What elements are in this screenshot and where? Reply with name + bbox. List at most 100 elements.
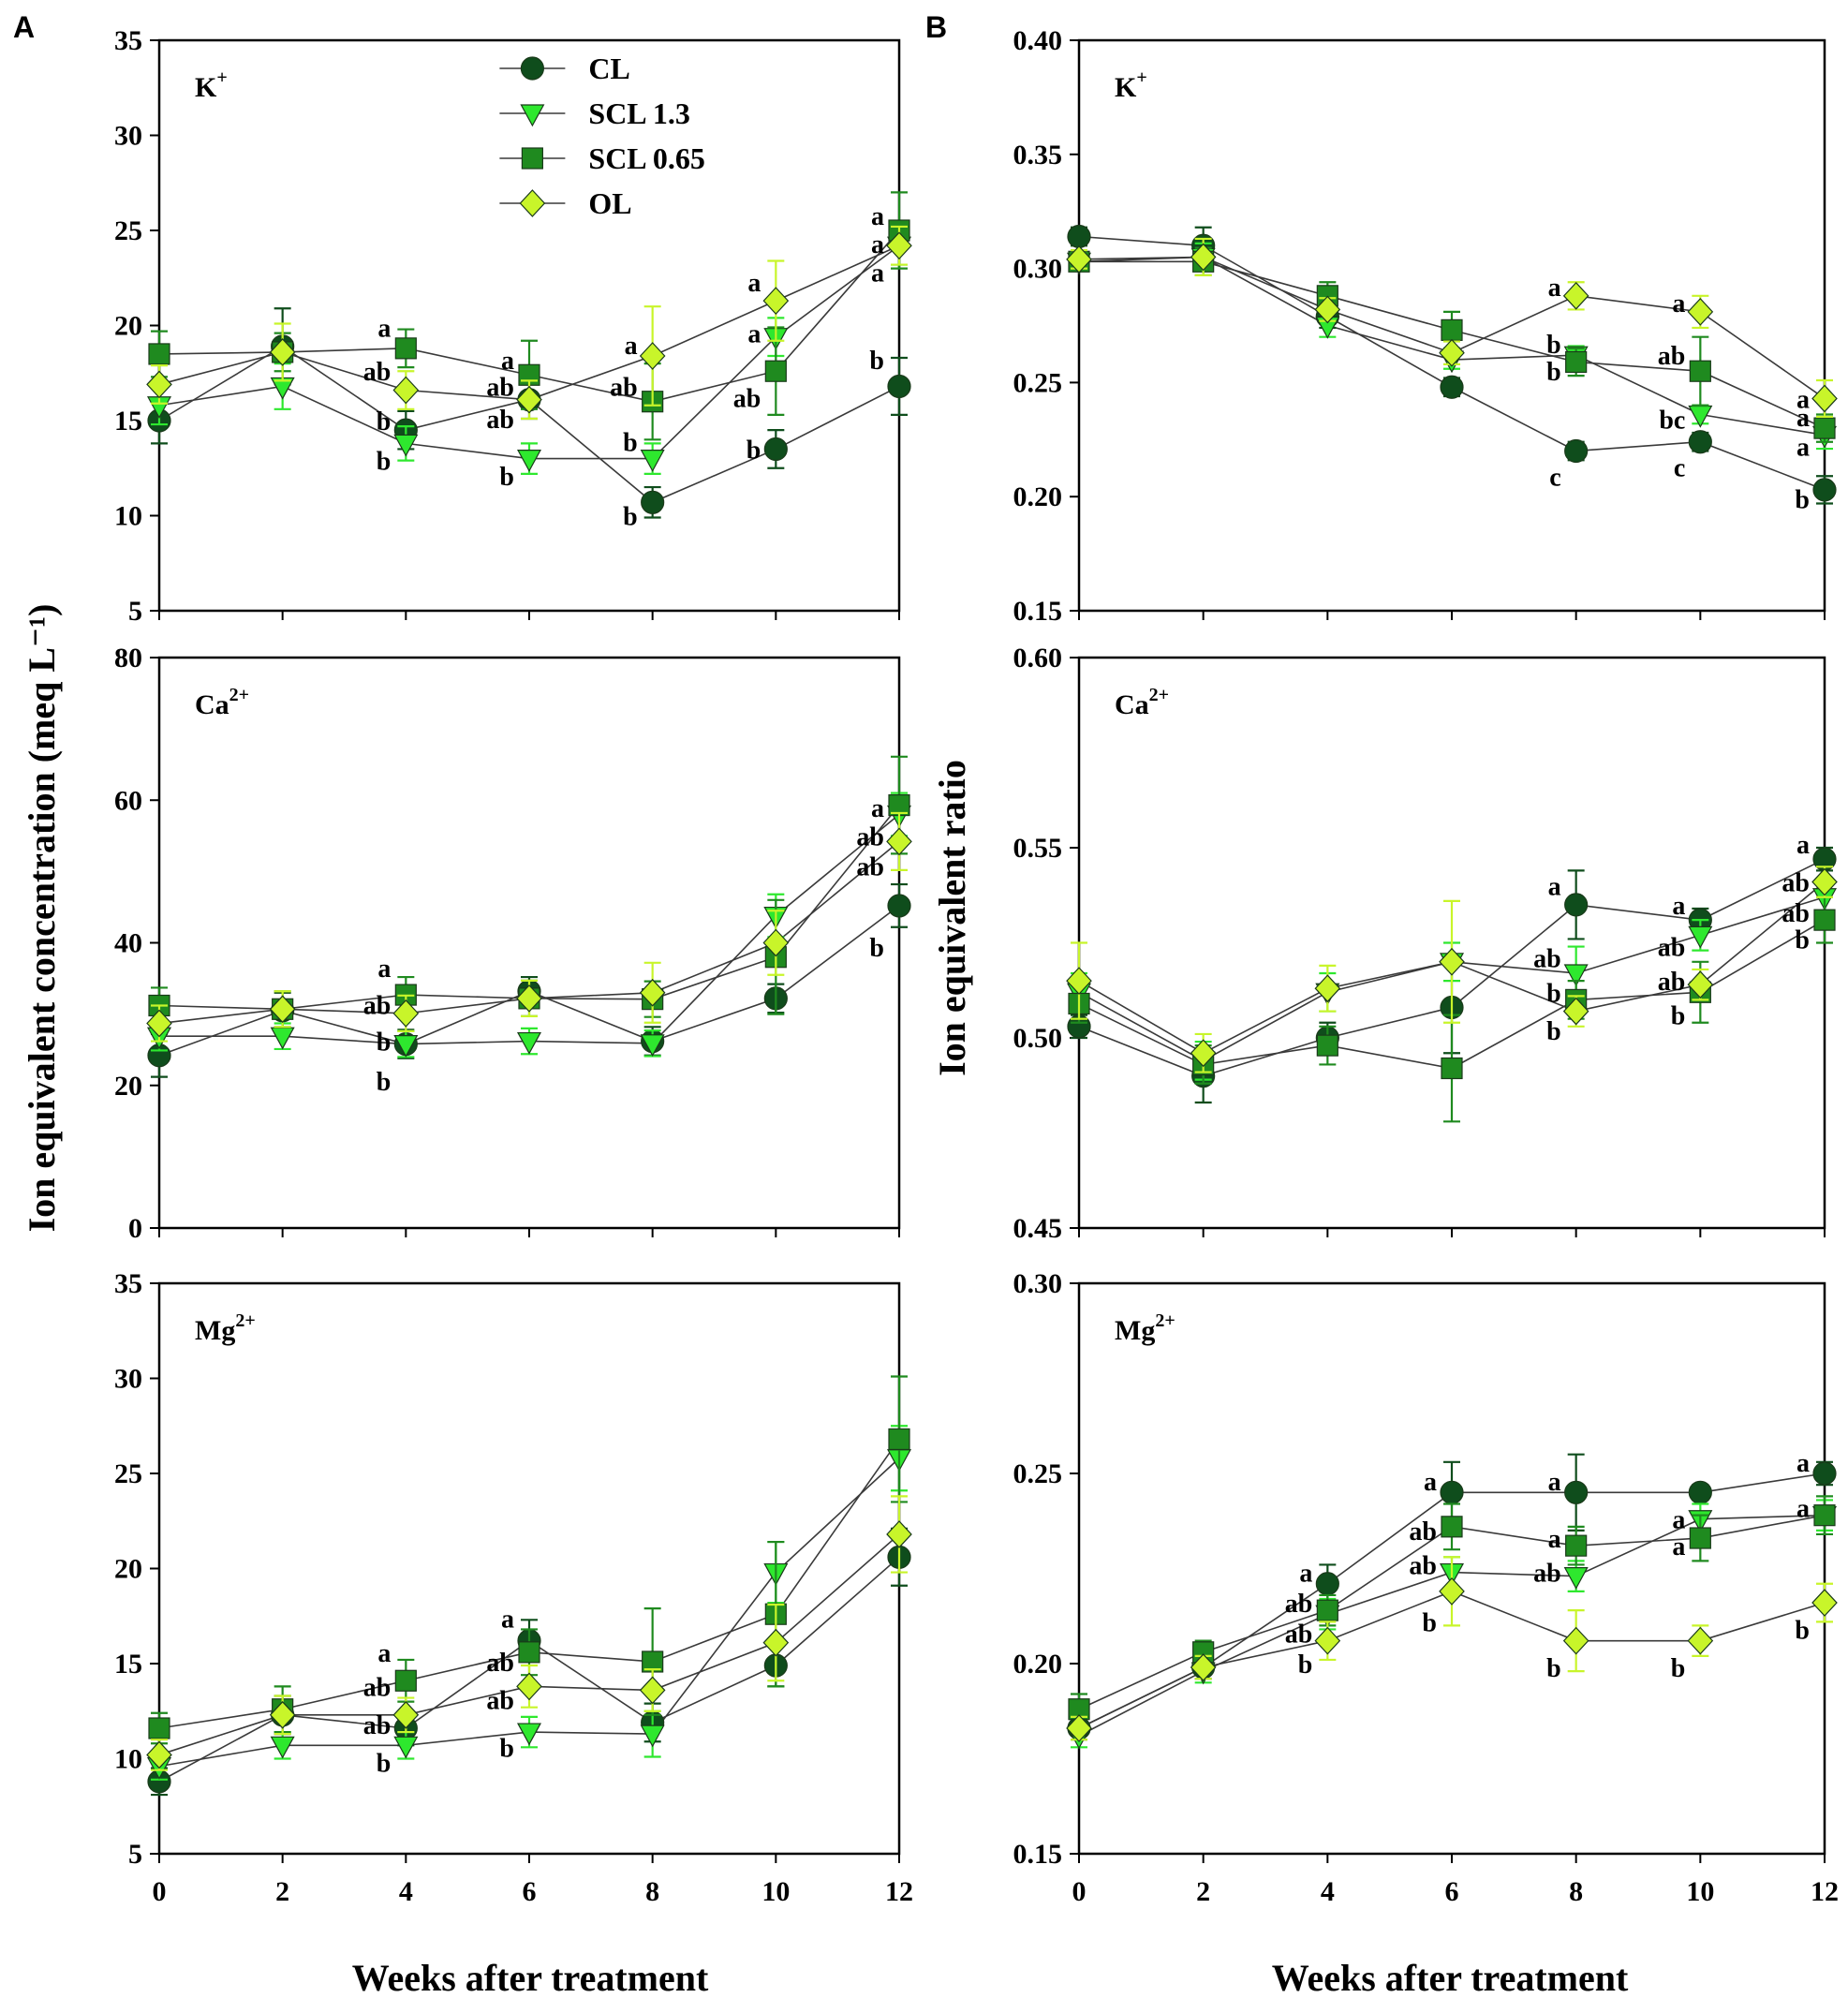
data-point-scl-1-3 [640,1724,665,1748]
significance-letter: ab [486,1687,514,1716]
data-point-scl-0-65 [148,343,170,365]
data-point-scl-1-3 [640,1034,665,1058]
ion-charge: 2+ [1149,685,1169,705]
data-point-scl-1-3 [516,450,542,472]
significance-letter: a [1424,1468,1437,1497]
y-tick-label: 0.55 [1013,833,1063,864]
data-point-ol [269,1700,296,1729]
significance-letter: b [1671,1002,1686,1031]
y-tick-label: 0.20 [1013,481,1063,512]
data-point-ol [1562,281,1589,310]
significance-letter: c [1674,454,1685,483]
data-point-ol [762,928,790,957]
data-point-scl-0-65 [888,1428,910,1451]
ion-label: K+ [1115,67,1147,103]
y-tick-label: 0.15 [1013,596,1063,627]
data-point-ol [1066,244,1092,274]
data-point-ol [1562,1626,1589,1655]
x-tick-label: 2 [275,1876,289,1907]
significance-letter: a [1299,1560,1312,1589]
data-point-scl-1-3 [1563,1567,1589,1590]
data-point-scl-0-65 [1565,350,1588,374]
significance-letter: b [377,1750,392,1779]
significance-letter: c [1549,463,1560,492]
significance-letter: b [747,436,761,465]
x-tick-label: 12 [1811,1876,1839,1907]
y-tick-label: 0.15 [1013,1839,1063,1870]
data-point-scl-0-65 [1813,909,1836,931]
panel-label-b: B [925,10,947,44]
data-point-ol [1562,997,1589,1026]
significance-letter: b [869,934,884,963]
ion-charge: + [216,67,227,88]
ion-label: Mg2+ [195,1310,256,1346]
data-point-cl [1440,1480,1464,1504]
y-tick-label: 0.20 [1013,1649,1063,1680]
significance-letter: ab [1533,945,1561,974]
x-tick-label: 8 [645,1876,659,1907]
significance-letter: b [1546,1017,1561,1046]
data-point-ol [269,995,296,1024]
y-tick-label: 60 [114,785,142,816]
y-tick-label: 0.25 [1013,367,1063,398]
significance-letter: b [377,448,392,477]
y-tick-label: 25 [114,1458,142,1489]
significance-letter: bc [1659,406,1685,435]
y-tick-label: 30 [114,1364,142,1395]
significance-letter: ab [1285,1590,1313,1619]
data-point-cl [1067,224,1091,249]
ion-label: Mg2+ [1115,1310,1175,1346]
significance-letter: ab [1658,934,1686,963]
data-point-ol [886,1520,912,1548]
y-tick-label: 10 [114,1744,142,1775]
y-tick-label: 5 [128,596,142,627]
significance-letter: b [1795,486,1810,515]
data-point-ol [762,287,790,315]
x-tick-label: 0 [1072,1876,1087,1907]
significance-letter: ab [1658,342,1686,371]
y-tick-label: 0.60 [1013,643,1063,673]
y-tick-label: 25 [114,215,142,246]
legend-label-ol: OL [588,186,631,220]
data-point-ol [1439,947,1465,976]
ion-symbol: Mg [195,1315,235,1346]
y-tick-label: 20 [114,311,142,342]
data-point-scl-0-65 [764,360,787,382]
panel-label-a: A [13,10,35,44]
y-tick-label: 30 [114,121,142,152]
data-point-cl [1812,1461,1837,1486]
data-point-scl-1-3 [516,1723,542,1746]
y-axis-title-b: Ion equivalent ratio [931,760,973,1076]
data-point-scl-1-3 [270,1736,295,1759]
y-tick-label: 0.50 [1013,1023,1063,1054]
x-tick-label: 6 [523,1876,537,1907]
y-tick-label: 40 [114,928,142,959]
ion-label: K+ [195,67,228,103]
y-tick-label: 0.35 [1013,140,1063,170]
data-point-scl-1-3 [393,434,419,457]
ion-symbol: K [195,72,217,103]
data-point-ol [516,385,542,414]
data-point-scl-0-65 [394,1669,417,1692]
significance-letter: b [623,428,638,457]
y-tick-label: 20 [114,1071,142,1102]
data-point-ol [1314,974,1341,1003]
significance-letter: b [1546,1654,1561,1683]
y-tick-label: 0.45 [1013,1213,1063,1244]
data-point-scl-0-65 [1316,1034,1338,1057]
data-point-scl-1-3 [640,450,665,472]
significance-letter: ab [1658,968,1686,997]
significance-letter: ab [363,1711,392,1740]
data-point-ol [269,338,296,366]
data-point-ol [762,1628,790,1657]
significance-letter: a [1548,873,1561,902]
legend-label-scl-0-65: SCL 0.65 [588,141,704,175]
significance-letter: ab [486,406,514,435]
data-point-ol [1314,295,1341,324]
significance-letter: a [1796,831,1810,860]
significance-letter: a [1548,1468,1561,1497]
significance-letter: b [1546,358,1561,387]
data-point-cl [1688,430,1712,454]
